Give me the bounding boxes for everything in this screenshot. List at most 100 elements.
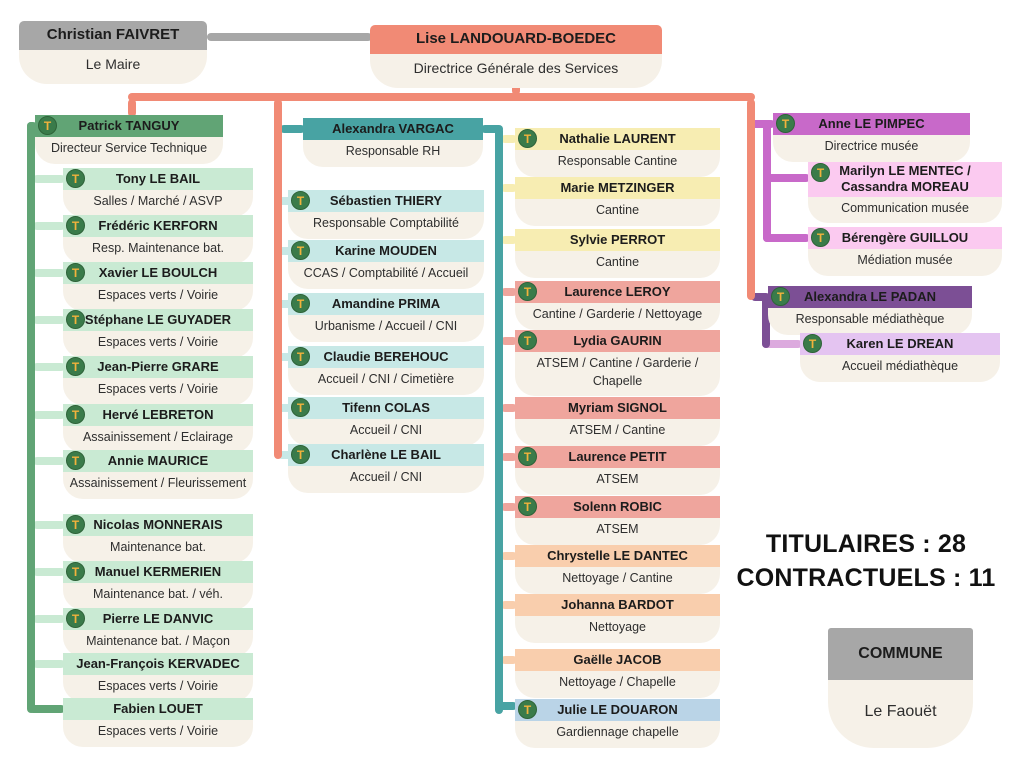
person-name-text: Manuel KERMERIEN <box>94 563 222 579</box>
person-name-text: Tony LE BAIL <box>115 170 201 186</box>
titulaire-icon: T <box>66 451 85 470</box>
person-name: Marie METZINGER <box>515 177 720 199</box>
person-box: Sylvie PERROT Cantine <box>515 229 720 278</box>
connector-line <box>763 124 771 242</box>
connector-line <box>33 175 65 183</box>
connector-line <box>501 135 517 143</box>
person-name: Johanna BARDOT <box>515 594 720 616</box>
person-box: Nathalie LAURENT T Responsable Cantine <box>515 128 720 177</box>
person-name: Karine MOUDEN T <box>288 240 484 262</box>
person-name-text: Lydia GAURIN <box>573 332 662 348</box>
connector-line <box>278 451 292 459</box>
person-role: Médiation musée <box>808 249 1002 276</box>
connector-line <box>33 568 65 576</box>
person-box: Sébastien THIERY T Responsable Comptabilit… <box>288 190 484 239</box>
person-box: Gaëlle JACOB Nettoyage / Chapelle <box>515 649 720 698</box>
person-box: Solenn ROBIC T ATSEM <box>515 496 720 545</box>
person-name: Nathalie LAURENT T <box>515 128 720 150</box>
person-name-text: Marie METZINGER <box>560 179 675 195</box>
commune-subtitle: Le Faouët <box>828 680 973 748</box>
connector-line <box>501 656 517 664</box>
staff-stats: TITULAIRES : 28 CONTRACTUELS : 11 <box>706 527 1024 595</box>
person-name-text: Claudie BEREHOUC <box>323 348 449 364</box>
connector-line <box>278 300 292 308</box>
dgs-box: Lise LANDOUARD-BOEDEC Directrice Général… <box>370 25 662 88</box>
person-name-text: Anne LE PIMPEC <box>818 115 925 131</box>
connector-line <box>501 552 517 560</box>
person-box: Tony LE BAIL T Salles / Marché / ASVP <box>63 168 253 217</box>
connector-line <box>33 222 65 230</box>
person-name-text: Johanna BARDOT <box>561 596 674 612</box>
person-role: Maintenance bat. / Maçon <box>63 630 253 657</box>
titulaire-icon: T <box>518 700 537 719</box>
person-role: Directrice musée <box>773 135 970 162</box>
person-box: Alexandra VARGAC Responsable RH <box>303 118 483 167</box>
connector-line <box>512 83 520 95</box>
person-name-text: Alexandra VARGAC <box>332 120 454 136</box>
person-box: Marilyn LE MENTEC / Cassandra MOREAU T Com… <box>808 162 1002 223</box>
person-role: Responsable Comptabilité <box>288 212 484 239</box>
person-role: Responsable Cantine <box>515 150 720 177</box>
connector-line <box>501 337 517 345</box>
connector-line <box>501 453 517 461</box>
titulaire-icon: T <box>771 287 790 306</box>
person-name: Amandine PRIMA T <box>288 293 484 315</box>
connector-line <box>27 122 35 713</box>
person-name: Sylvie PERROT <box>515 229 720 251</box>
person-name: Manuel KERMERIEN T <box>63 561 253 583</box>
titulaire-icon: T <box>811 228 830 247</box>
titulaire-icon: T <box>66 405 85 424</box>
person-name-text: Tifenn COLAS <box>342 399 430 415</box>
person-name: Xavier LE BOULCH T <box>63 262 253 284</box>
connector-line <box>501 601 517 609</box>
person-box: Laurence PETIT T ATSEM <box>515 446 720 495</box>
titulaire-icon: T <box>291 241 310 260</box>
person-box: Frédéric KERFORN T Resp. Maintenance bat. <box>63 215 253 264</box>
titulaire-icon: T <box>518 497 537 516</box>
person-box: Hervé LEBRETON T Assainissement / Eclairag… <box>63 404 253 453</box>
commune-title: COMMUNE <box>828 628 973 680</box>
person-name-text: Patrick TANGUY <box>78 117 180 133</box>
person-name: Solenn ROBIC T <box>515 496 720 518</box>
person-name: Alexandra VARGAC <box>303 118 483 140</box>
person-name: Sébastien THIERY T <box>288 190 484 212</box>
person-name-text: Pierre LE DANVIC <box>102 610 214 626</box>
titulaire-icon: T <box>291 191 310 210</box>
person-name: Chrystelle LE DANTEC <box>515 545 720 567</box>
connector-line <box>33 316 65 324</box>
person-name-text: Charlène LE BAIL <box>331 446 441 462</box>
connector-line <box>751 120 775 128</box>
connector-line <box>33 363 65 371</box>
person-box: Johanna BARDOT Nettoyage <box>515 594 720 643</box>
titulaire-icon: T <box>518 129 537 148</box>
person-name-text: Laurence LEROY <box>564 283 671 299</box>
connector-line <box>33 521 65 529</box>
dgs-name: Lise LANDOUARD-BOEDEC <box>370 25 662 54</box>
person-name-text: Jean-François KERVADEC <box>76 655 240 671</box>
person-name: Alexandra LE PADAN T <box>768 286 972 308</box>
connector-line <box>207 33 372 41</box>
person-box: Patrick TANGUY T Directeur Service Techniq… <box>35 115 223 164</box>
person-box: Pierre LE DANVIC T Maintenance bat. / Maço… <box>63 608 253 657</box>
connector-line <box>763 174 810 182</box>
connector-line <box>280 125 305 133</box>
person-name: Claudie BEREHOUC T <box>288 346 484 368</box>
person-role: Accueil / CNI <box>288 466 484 493</box>
person-name: Anne LE PIMPEC T <box>773 113 970 135</box>
connector-line <box>278 353 292 361</box>
titulaire-icon: T <box>66 515 85 534</box>
person-box: Marie METZINGER Cantine <box>515 177 720 226</box>
person-role: Accueil / CNI <box>288 419 484 446</box>
person-role: ATSEM / Cantine / Garderie / Chapelle <box>515 352 720 396</box>
titulaire-icon: T <box>66 216 85 235</box>
person-name: Karen LE DREAN T <box>800 333 1000 355</box>
mayor-name: Christian FAIVRET <box>19 21 207 50</box>
person-box: Laurence LEROY T Cantine / Garderie / Nett… <box>515 281 720 330</box>
person-box: Manuel KERMERIEN T Maintenance bat. / véh. <box>63 561 253 610</box>
connector-line <box>29 705 65 713</box>
person-role: Assainissement / Eclairage <box>63 426 253 453</box>
person-name: Lydia GAURIN T <box>515 330 720 352</box>
connector-line <box>33 457 65 465</box>
connector-line <box>501 288 517 296</box>
